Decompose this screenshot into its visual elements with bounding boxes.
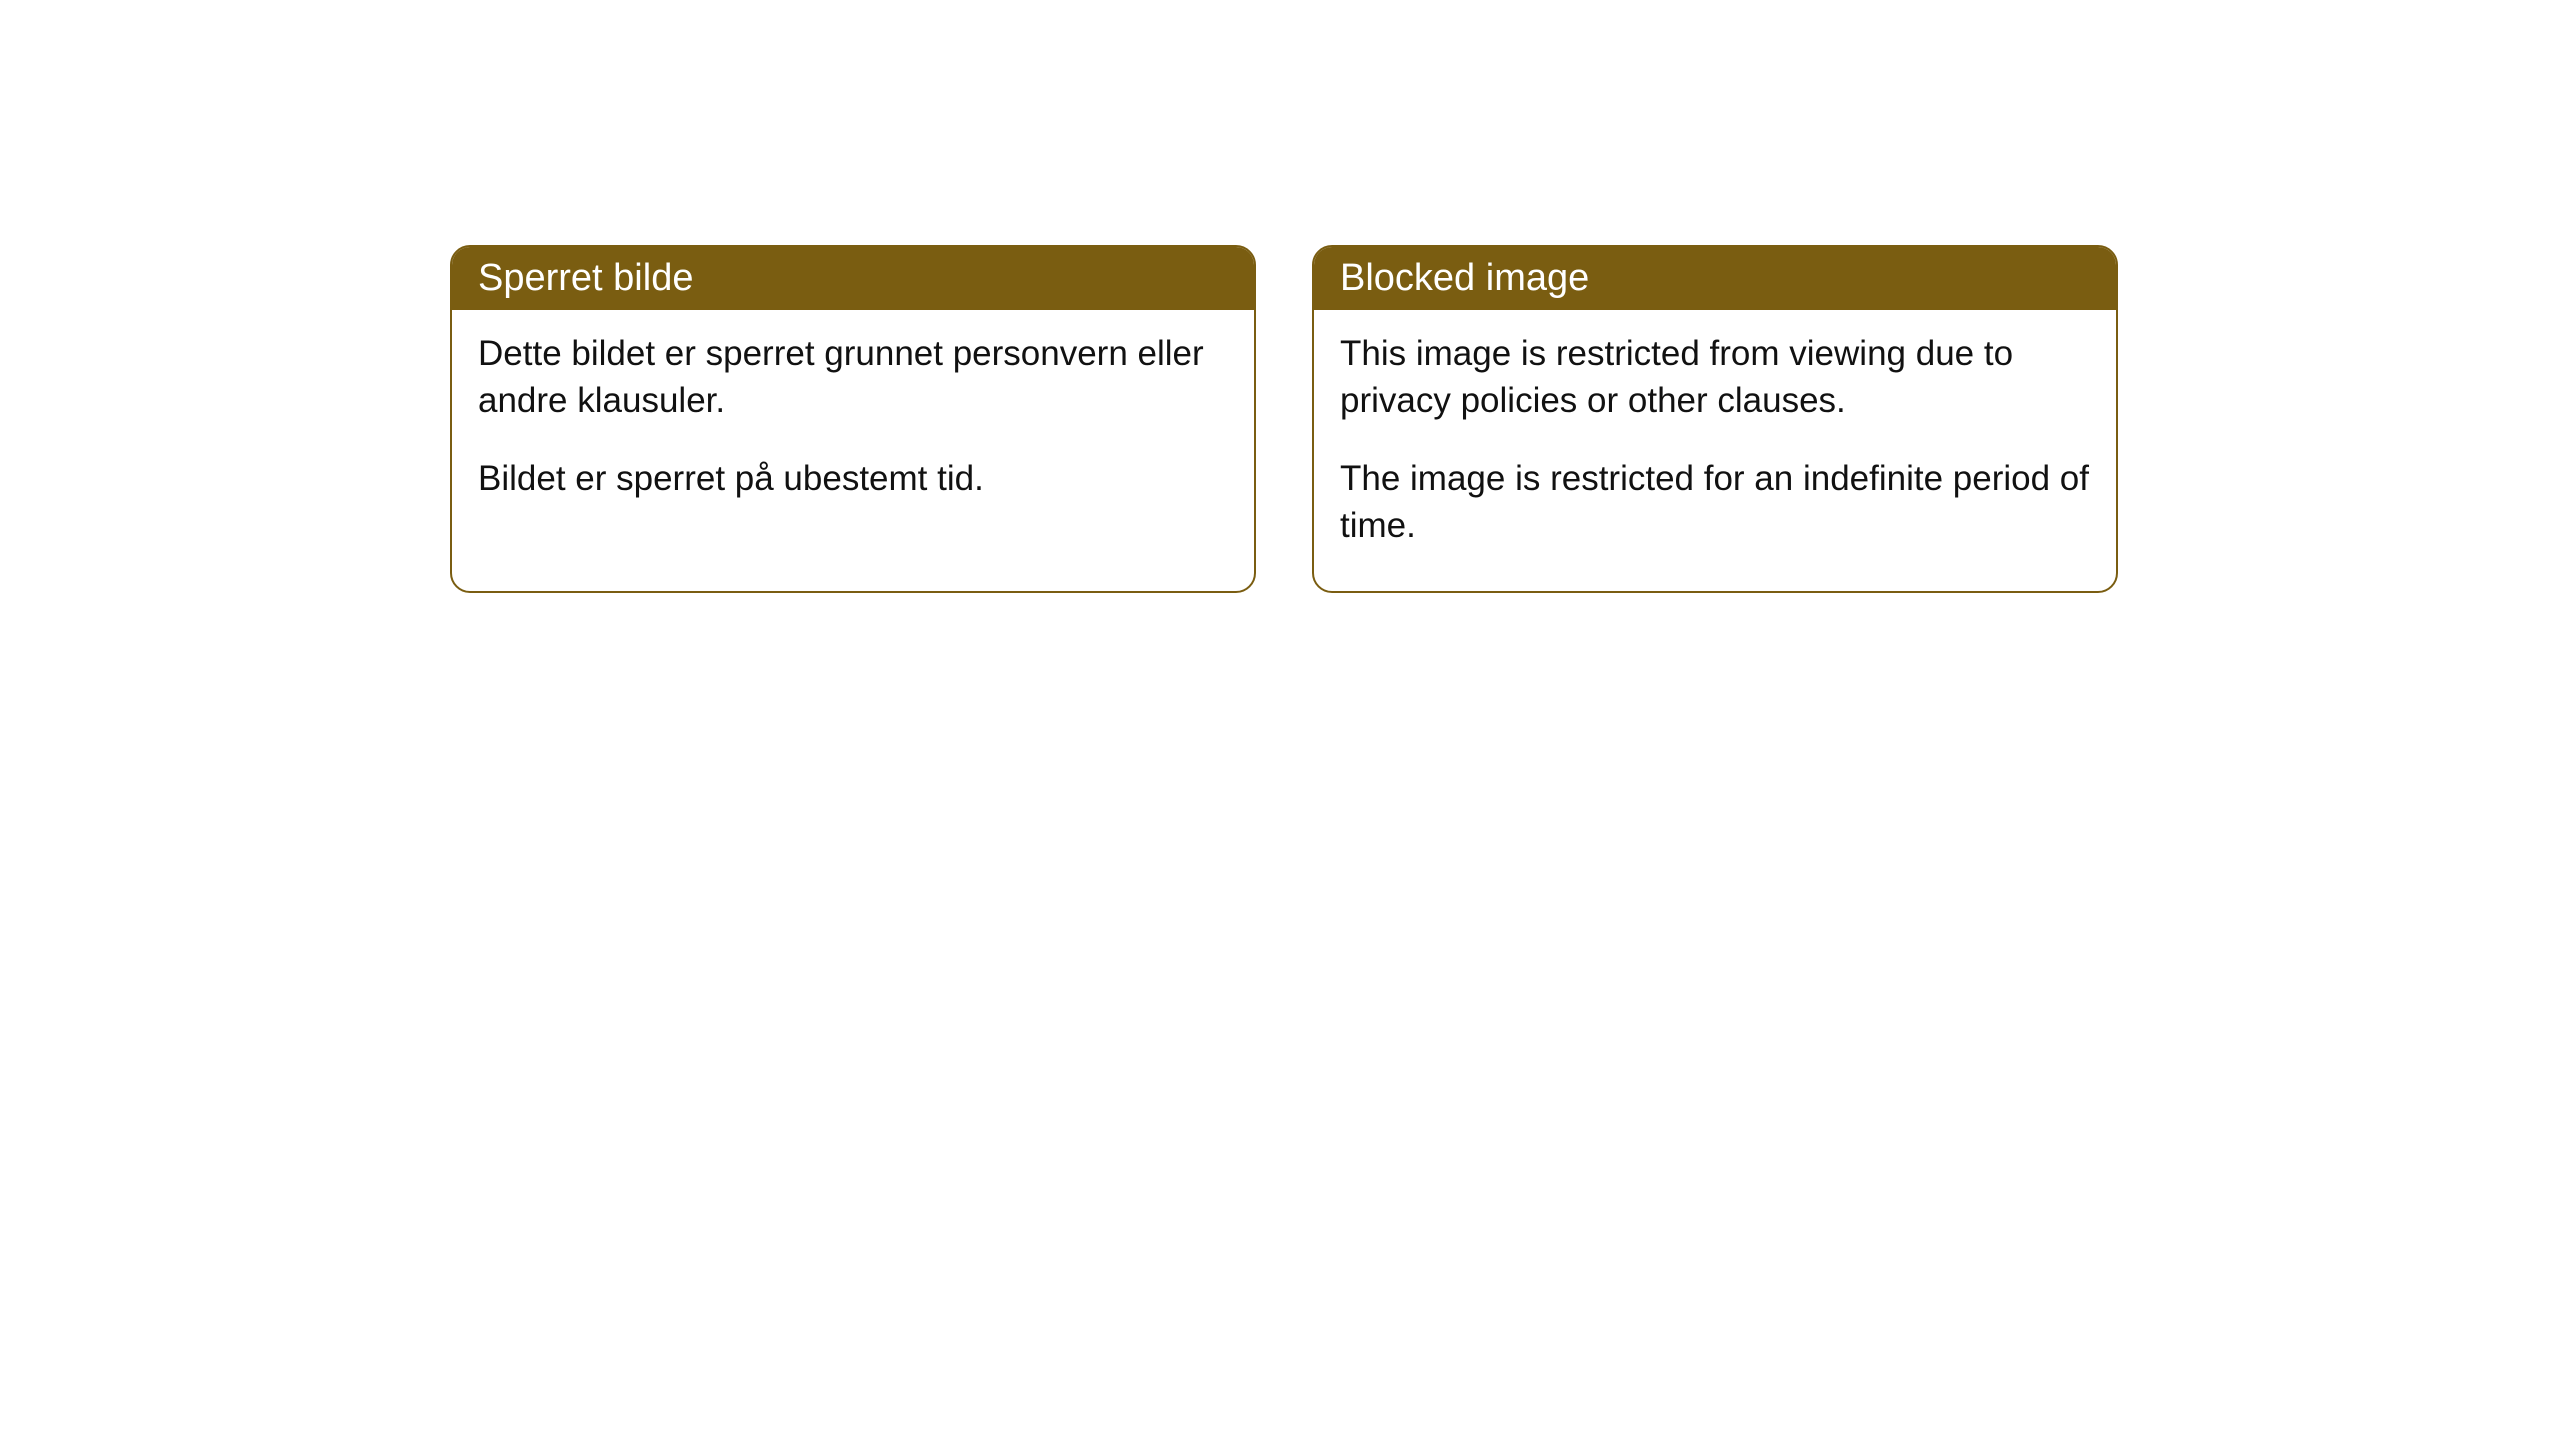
card-title: Sperret bilde [478,257,693,299]
card-header: Sperret bilde [452,247,1254,310]
blocked-image-card-no: Sperret bilde Dette bildet er sperret gr… [450,245,1256,593]
card-paragraph: The image is restricted for an indefinit… [1340,455,2090,550]
card-paragraph: Dette bildet er sperret grunnet personve… [478,330,1228,425]
blocked-image-card-en: Blocked image This image is restricted f… [1312,245,2118,593]
card-header: Blocked image [1314,247,2116,310]
card-paragraph: This image is restricted from viewing du… [1340,330,2090,425]
notice-cards-container: Sperret bilde Dette bildet er sperret gr… [450,245,2118,593]
card-body: Dette bildet er sperret grunnet personve… [452,310,1254,544]
card-body: This image is restricted from viewing du… [1314,310,2116,591]
card-title: Blocked image [1340,257,1589,299]
card-paragraph: Bildet er sperret på ubestemt tid. [478,455,1228,502]
